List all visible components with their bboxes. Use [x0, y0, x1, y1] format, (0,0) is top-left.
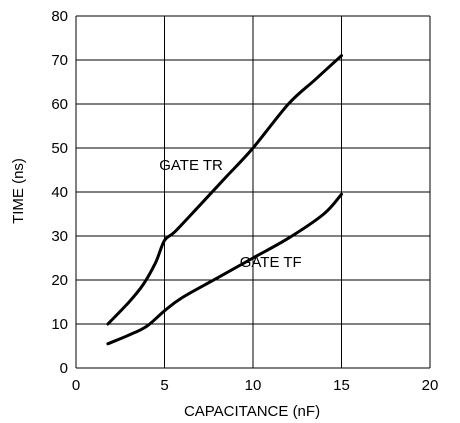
- x-axis-label: CAPACITANCE (nF): [184, 403, 320, 420]
- y-tick-label: 30: [51, 228, 68, 245]
- x-tick-label: 20: [422, 377, 439, 394]
- series-line-gate-tr: [106, 54, 343, 326]
- y-tick-label: 80: [51, 8, 68, 25]
- annotation-gate-tf: GATE TF: [240, 254, 302, 271]
- x-tick-label: 15: [333, 377, 350, 394]
- y-tick-label: 10: [51, 316, 68, 333]
- y-tick-label: 20: [51, 272, 68, 289]
- series-line-gate-tf: [106, 192, 343, 346]
- x-tick-label: 5: [160, 377, 168, 394]
- grid: [75, 15, 431, 369]
- y-axis-label: TIME (ns): [10, 158, 27, 224]
- x-tick-label: 10: [245, 377, 262, 394]
- series-annotations: GATE TR GATE TF: [159, 157, 301, 271]
- x-tick-labels: 0 5 10 15 20: [72, 377, 439, 394]
- y-tick-label: 70: [51, 52, 68, 69]
- series-lines: [106, 54, 343, 346]
- y-tick-label: 40: [51, 184, 68, 201]
- y-tick-label: 60: [51, 96, 68, 113]
- y-tick-label: 0: [60, 360, 68, 377]
- y-tick-label: 50: [51, 140, 68, 157]
- x-tick-label: 0: [72, 377, 80, 394]
- y-tick-labels: 0 10 20 30 40 50 60 70 80: [51, 8, 68, 377]
- annotation-gate-tr: GATE TR: [159, 157, 223, 174]
